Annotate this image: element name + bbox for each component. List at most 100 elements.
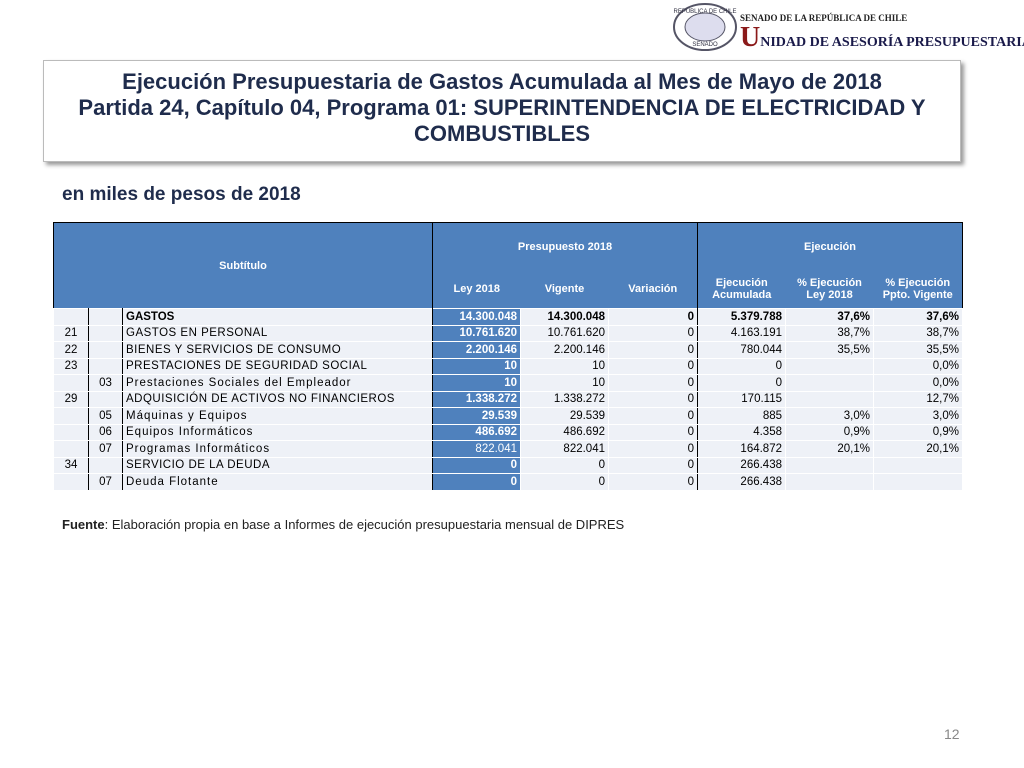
cell: GASTOS EN PERSONAL bbox=[122, 324, 433, 342]
cell: 164.872 bbox=[697, 440, 786, 458]
cell: 2.200.146 bbox=[520, 341, 609, 359]
cell: 822.041 bbox=[520, 440, 609, 458]
cell bbox=[88, 308, 123, 326]
emblem-top: REPÚBLICA DE CHILE bbox=[673, 8, 736, 15]
cell: 29.539 bbox=[432, 407, 521, 425]
title-box: Ejecución Presupuestaria de Gastos Acumu… bbox=[43, 60, 961, 162]
header: Ejecución bbox=[697, 222, 963, 271]
cell bbox=[53, 473, 89, 491]
cell: 29.539 bbox=[520, 407, 609, 425]
cell: 10 bbox=[432, 374, 521, 392]
title: Partida 24, Capítulo 04, Programa 01: SU… bbox=[78, 95, 926, 146]
cell: 37,6% bbox=[785, 308, 874, 326]
cell: 38,7% bbox=[873, 324, 963, 342]
cell: Máquinas y Equipos bbox=[122, 407, 433, 425]
cell: 10 bbox=[432, 357, 521, 375]
cell: ADQUISICIÓN DE ACTIVOS NO FINANCIEROS bbox=[122, 390, 433, 408]
cell: 822.041 bbox=[432, 440, 521, 458]
cell: BIENES Y SERVICIOS DE CONSUMO bbox=[122, 341, 433, 359]
cell: 0,9% bbox=[785, 423, 874, 441]
column-header: % Ejecución Ppto. Vigente bbox=[873, 270, 963, 309]
page-number: 12 bbox=[944, 726, 960, 742]
cell bbox=[53, 440, 89, 458]
cell bbox=[53, 423, 89, 441]
row: 06 Equipos Informáticos 486.692 486.692 0 4.3… bbox=[53, 423, 963, 441]
cell: 10.761.620 bbox=[432, 324, 521, 342]
cell: 0,0% bbox=[873, 357, 963, 375]
cell: 3,0% bbox=[785, 407, 874, 425]
cell bbox=[88, 341, 123, 359]
cell: 2.200.146 bbox=[432, 341, 521, 359]
cell bbox=[53, 407, 89, 425]
cell: 03 bbox=[88, 374, 123, 392]
cell: 0 bbox=[608, 473, 698, 491]
cell: 37,6% bbox=[873, 308, 963, 326]
cell bbox=[88, 324, 123, 342]
source: Fuente: Elaboración propia en base a Inf… bbox=[62, 517, 624, 532]
column-header: Variación bbox=[608, 270, 698, 309]
column-header: Ejecución Acumulada bbox=[697, 270, 786, 309]
cell bbox=[88, 390, 123, 408]
cell bbox=[785, 357, 874, 375]
cell: 0 bbox=[608, 308, 698, 326]
cell: 486.692 bbox=[520, 423, 609, 441]
cell: 0 bbox=[608, 456, 698, 474]
cell bbox=[53, 308, 89, 326]
cell: 23 bbox=[53, 357, 89, 375]
cell: 0 bbox=[608, 423, 698, 441]
cell: 35,5% bbox=[873, 341, 963, 359]
cell: 0 bbox=[520, 473, 609, 491]
budget-table: Subtítulo Presupuesto 2018 Ejecución Ley… bbox=[53, 222, 963, 491]
logo-line: SENADO DE LA REPÚBLICA DE CHILE bbox=[740, 13, 908, 23]
cell: 10 bbox=[520, 374, 609, 392]
row: 03 Prestaciones Sociales del Empleador 10 1… bbox=[53, 374, 963, 392]
cell: 12,7% bbox=[873, 390, 963, 408]
row: GASTOS 14.300.048 14.300.048 0 5.379.788 37,6… bbox=[53, 308, 963, 326]
cell bbox=[88, 357, 123, 375]
cell: 0 bbox=[432, 473, 521, 491]
cell: 21 bbox=[53, 324, 89, 342]
row: 34 SERVICIO DE LA DEUDA 0 0 0 266.438 bbox=[53, 456, 963, 474]
cell: 06 bbox=[88, 423, 123, 441]
cell: 0 bbox=[608, 357, 698, 375]
cell: 38,7% bbox=[785, 324, 874, 342]
cell bbox=[873, 456, 963, 474]
row: 22 BIENES Y SERVICIOS DE CONSUMO 2.200.146… bbox=[53, 341, 963, 359]
subtitle: en miles de pesos de 2018 bbox=[62, 184, 301, 205]
cell: 10.761.620 bbox=[520, 324, 609, 342]
cell: 4.163.191 bbox=[697, 324, 786, 342]
column-header: Vigente bbox=[520, 270, 609, 309]
cell: 266.438 bbox=[697, 473, 786, 491]
cell: 0 bbox=[608, 341, 698, 359]
source-label: Fuente bbox=[62, 517, 105, 532]
row: 23 PRESTACIONES DE SEGURIDAD SOCIAL 10 10 0 0… bbox=[53, 357, 963, 375]
cell: SERVICIO DE LA DEUDA bbox=[122, 456, 433, 474]
cell bbox=[53, 374, 89, 392]
cell: 170.115 bbox=[697, 390, 786, 408]
emblem-bottom: SENADO bbox=[692, 42, 718, 48]
cell bbox=[88, 456, 123, 474]
cell: 07 bbox=[88, 473, 123, 491]
cell: 22 bbox=[53, 341, 89, 359]
cell: 780.044 bbox=[697, 341, 786, 359]
cell: Equipos Informáticos bbox=[122, 423, 433, 441]
row: 07 Programas Informáticos 822.041 822.041 0 1… bbox=[53, 440, 963, 458]
cell bbox=[785, 473, 874, 491]
source-text: : Elaboración propia en base a Informes … bbox=[104, 517, 625, 532]
cell: Deuda Flotante bbox=[122, 473, 433, 491]
cell: 14.300.048 bbox=[520, 308, 609, 326]
cell: 35,5% bbox=[785, 341, 874, 359]
cell: 1.338.272 bbox=[520, 390, 609, 408]
cell bbox=[785, 374, 874, 392]
cell: 0 bbox=[697, 374, 786, 392]
cell: 14.300.048 bbox=[432, 308, 521, 326]
cell: 0 bbox=[608, 324, 698, 342]
logo-line: UNIDAD DE ASESORÍA PRESUPUESTARIA bbox=[740, 22, 1024, 53]
header: Subtítulo bbox=[53, 222, 433, 309]
header: Presupuesto 2018 bbox=[432, 222, 698, 271]
cell: 0 bbox=[697, 357, 786, 375]
cell: 1.338.272 bbox=[432, 390, 521, 408]
cell: 0 bbox=[520, 456, 609, 474]
cell: 266.438 bbox=[697, 456, 786, 474]
